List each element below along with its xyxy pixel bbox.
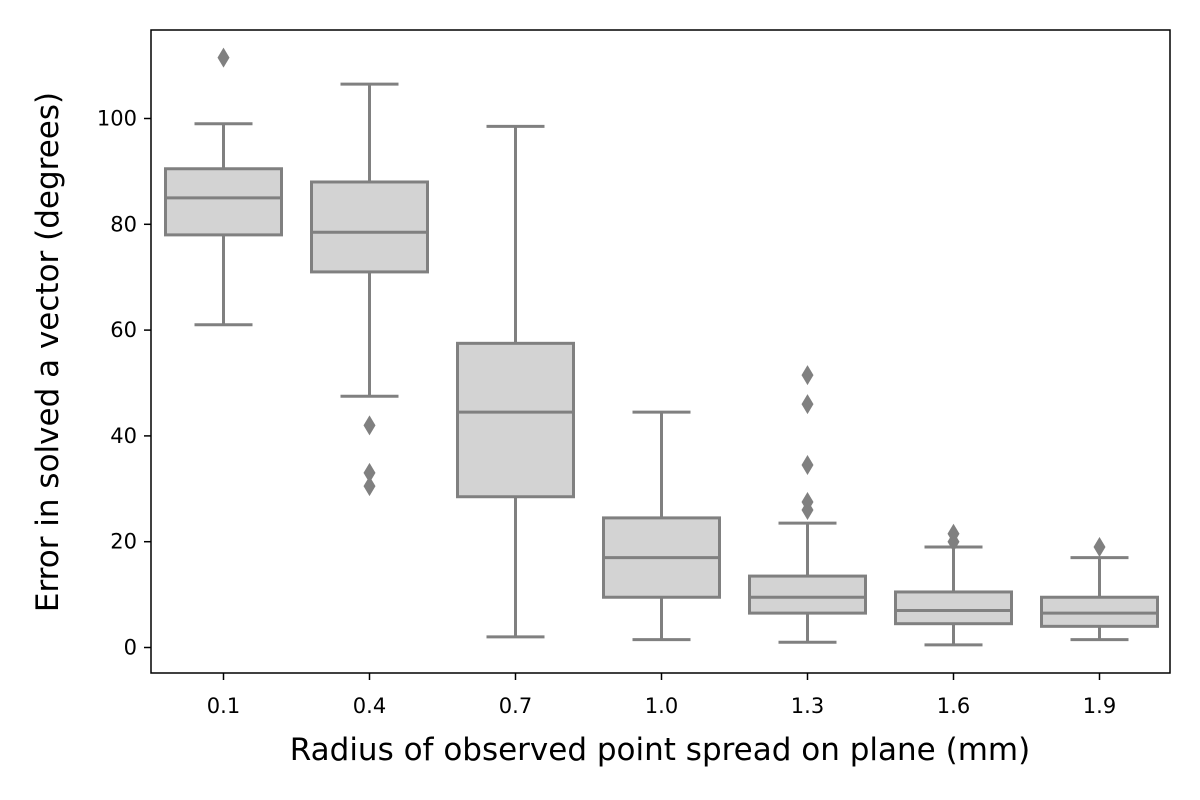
box-group-1.6	[894, 523, 1013, 647]
outlier-point	[363, 476, 376, 497]
iqr-box	[748, 574, 867, 615]
plot-frame	[150, 29, 1171, 674]
x-tick-label: 0.4	[353, 694, 386, 718]
outlier-point	[801, 499, 814, 520]
outlier-point	[217, 47, 230, 68]
outlier-point	[801, 365, 814, 386]
boxes-layer	[164, 47, 1159, 647]
x-tick-label: 1.0	[645, 694, 678, 718]
box-group-0.4	[310, 82, 429, 497]
box-group-0.7	[456, 124, 575, 639]
outlier-point	[801, 454, 814, 475]
x-axis-ticks: 0.1 0.4 0.7 1.0 1.3 1.6 1.9	[207, 673, 1116, 718]
y-tick-label: 80	[110, 212, 137, 236]
box-group-0.1	[164, 47, 283, 327]
iqr-box	[456, 341, 575, 499]
outlier-point	[363, 415, 376, 436]
x-tick-label: 0.1	[207, 694, 240, 718]
iqr-box	[894, 590, 1013, 626]
y-tick-label: 40	[110, 424, 137, 448]
y-tick-label: 60	[110, 318, 137, 342]
iqr-box	[310, 180, 429, 274]
outlier-point	[1093, 536, 1106, 557]
x-tick-label: 1.6	[937, 694, 970, 718]
x-tick-label: 1.9	[1083, 694, 1116, 718]
y-axis-ticks: 0 20 40 60 80 100	[97, 107, 151, 660]
box-group-1.0	[602, 410, 721, 642]
x-axis-title: Radius of observed point spread on plane…	[290, 732, 1030, 768]
outlier-point	[947, 531, 960, 552]
iqr-box	[164, 167, 283, 237]
y-tick-label: 100	[97, 107, 137, 131]
box-group-1.3	[748, 365, 867, 644]
x-tick-label: 0.7	[499, 694, 532, 718]
outlier-point	[363, 462, 376, 483]
outlier-point	[801, 394, 814, 415]
y-tick-label: 0	[124, 636, 137, 660]
box-group-1.9	[1040, 536, 1159, 642]
y-axis-title: Error in solved a vector (degrees)	[30, 92, 66, 612]
x-tick-label: 1.3	[791, 694, 824, 718]
y-tick-label: 20	[110, 530, 137, 554]
